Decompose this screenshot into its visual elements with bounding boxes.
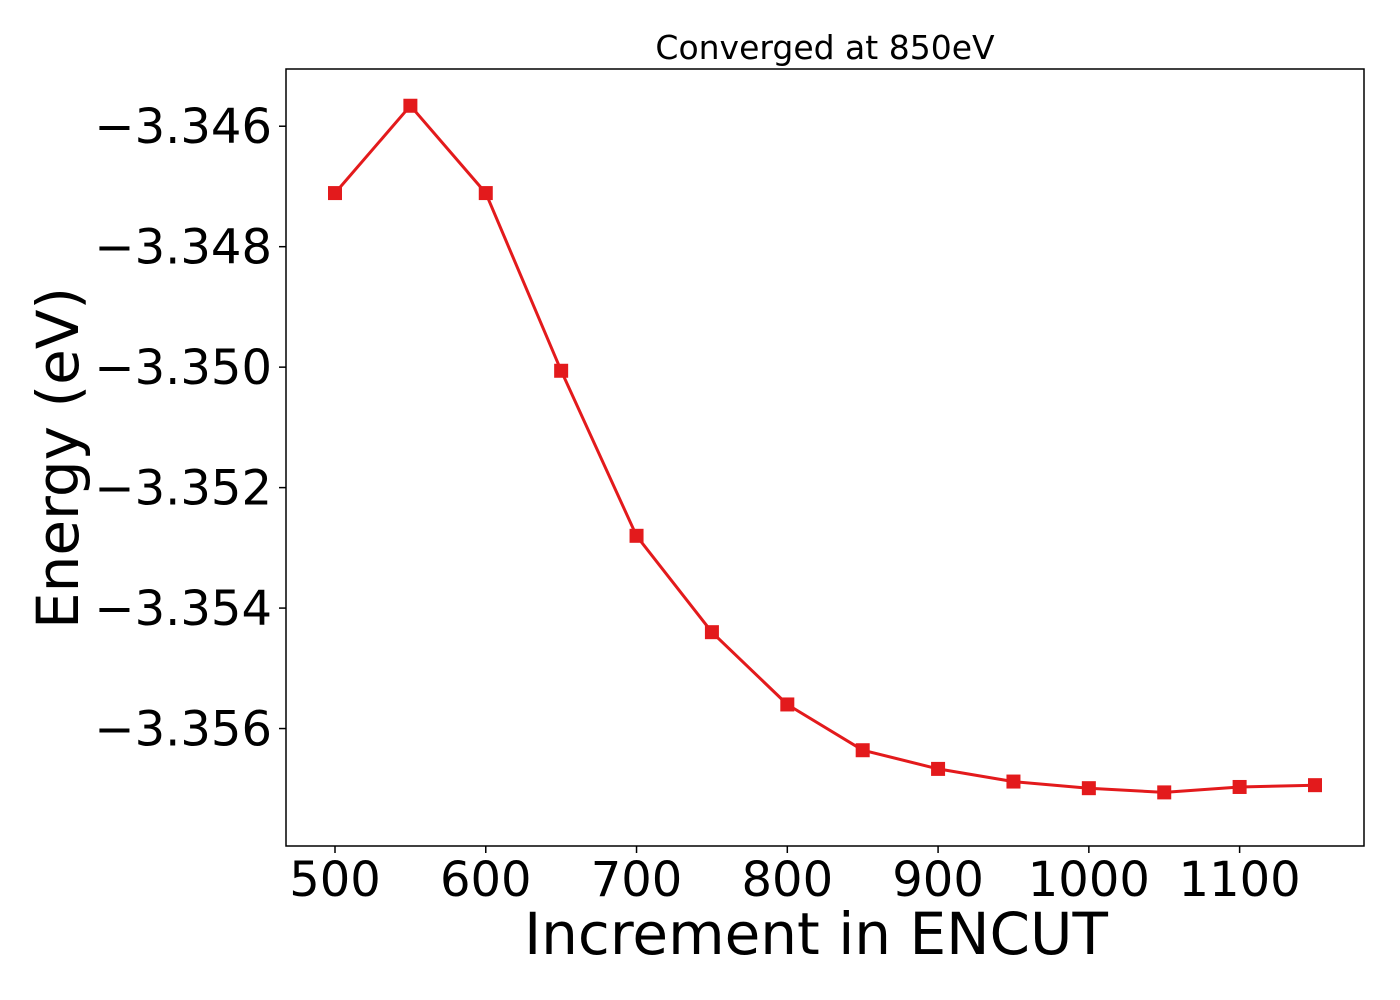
series-line (333, 104, 1316, 794)
data-point-marker (554, 363, 569, 378)
x-tick-label: 500 (289, 852, 381, 908)
data-point-marker (855, 743, 870, 758)
x-tick-label: 600 (440, 852, 532, 908)
y-tick-label: −3.348 (94, 220, 272, 276)
data-point-marker (931, 761, 946, 776)
y-tick-label: −3.346 (94, 99, 272, 155)
data-point-marker (629, 528, 644, 543)
data-point-marker (780, 697, 795, 712)
x-tick-label: 900 (892, 852, 984, 908)
y-axis-label: Energy (eV) (24, 287, 92, 629)
y-axis-ticks: −3.346 −3.348 −3.350 −3.352 −3.354 −3.356 (94, 99, 286, 758)
x-tick-label: 1000 (1028, 852, 1150, 908)
plot-frame (285, 68, 1365, 847)
x-tick-label: 700 (591, 852, 683, 908)
x-axis-label: Increment in ENCUT (524, 900, 1108, 968)
x-tick-label: 800 (741, 852, 833, 908)
data-point-marker (1232, 779, 1247, 794)
chart-title: Converged at 850eV (655, 28, 995, 67)
data-point-marker (1006, 774, 1021, 789)
data-point-marker (328, 186, 342, 201)
data-point-marker (403, 98, 418, 113)
y-tick-label: −3.350 (94, 340, 272, 396)
data-point-marker (1157, 785, 1172, 800)
y-tick-label: −3.356 (94, 702, 272, 758)
data-point-marker (1081, 781, 1096, 796)
data-point-marker (478, 186, 493, 201)
y-tick-label: −3.354 (94, 581, 272, 637)
plot-area (328, 98, 1322, 800)
x-axis-ticks: 500 600 700 800 900 1000 1100 (289, 846, 1301, 908)
x-tick-label: 1100 (1179, 852, 1301, 908)
y-tick-label: −3.352 (94, 461, 272, 517)
data-point-marker (1308, 778, 1322, 793)
data-point-marker (704, 625, 719, 640)
